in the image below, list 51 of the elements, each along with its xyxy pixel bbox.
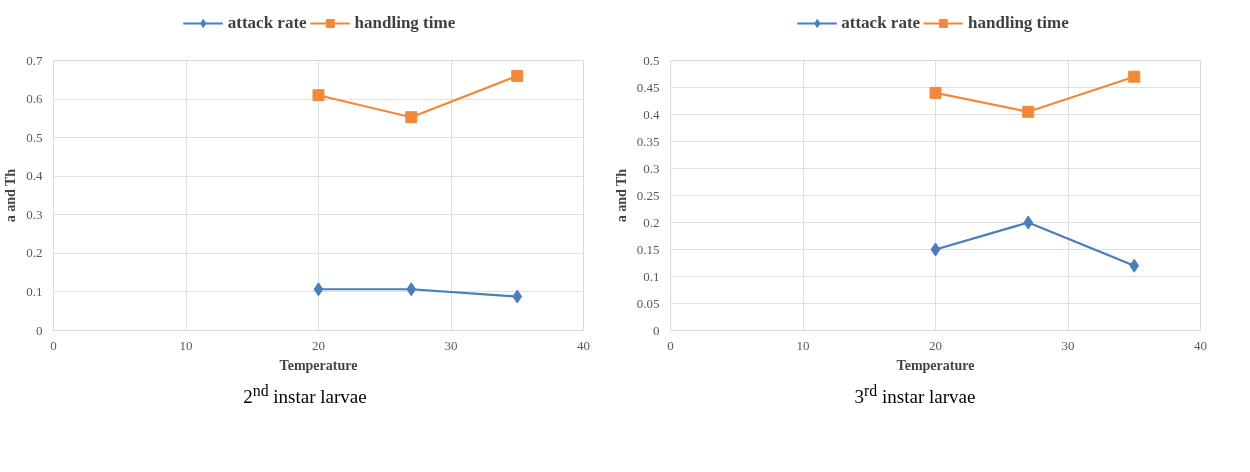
y-tick-label: 0.3 — [643, 160, 660, 176]
y-tick-label: 0.15 — [636, 241, 660, 257]
y-tick-label: 0.6 — [26, 91, 43, 107]
point — [929, 86, 942, 99]
y-tick-label: 0.35 — [636, 133, 660, 149]
y-tick-label: 0.4 — [643, 106, 660, 122]
x-tick-label: 10 — [796, 337, 810, 353]
point — [405, 111, 418, 124]
y-tick-label: 0.7 — [26, 52, 43, 68]
text: 2$^{nd}$ instar larvae — [243, 381, 367, 410]
x-tick-label: 20 — [312, 337, 325, 353]
y-tick-label: 0 — [653, 322, 660, 338]
point — [406, 282, 417, 297]
x-tick-label: 10 — [179, 337, 193, 353]
legend-label: attack rate — [227, 12, 307, 33]
point — [511, 69, 524, 82]
x-tick-label: 30 — [1061, 337, 1075, 353]
y-tick-label: 0.1 — [643, 268, 660, 284]
point — [512, 289, 523, 304]
text: 3$^{rd}$ instar larvae — [854, 381, 976, 410]
y-tick-label: 0 — [36, 322, 43, 338]
y-tick-label: 0.3 — [26, 206, 43, 222]
x-tick-label: 0 — [667, 337, 674, 353]
y-tick-label: 0.45 — [636, 79, 660, 95]
y-tick-label: 0.1 — [26, 283, 43, 299]
y-axis-title: a and Th — [3, 168, 19, 223]
point — [1023, 215, 1034, 230]
point — [1129, 258, 1140, 273]
x-tick-label: 20 — [929, 337, 942, 353]
x-tick-label: 40 — [577, 337, 590, 353]
point — [313, 282, 324, 297]
y-tick-label: 0.05 — [636, 295, 660, 311]
x-axis-title: Temperature — [896, 357, 975, 373]
point — [1128, 70, 1141, 83]
x-tick-label: 40 — [1194, 337, 1207, 353]
y-tick-label: 0.25 — [636, 187, 660, 203]
y-tick-label: 0.4 — [26, 168, 43, 184]
y-tick-label: 0.2 — [643, 214, 660, 230]
legend-label: handling time — [354, 12, 456, 33]
legend-label: attack rate — [841, 12, 921, 33]
x-tick-label: 30 — [444, 337, 458, 353]
y-tick-label: 0.2 — [26, 245, 43, 261]
y-tick-label: 0.5 — [643, 52, 660, 68]
y-axis-title: a and Th — [613, 168, 629, 223]
legend-label: handling time — [968, 12, 1069, 33]
x-axis-title: Temperature — [279, 357, 358, 373]
point — [930, 242, 941, 257]
y-tick-label: 0.5 — [26, 129, 43, 145]
point — [1022, 105, 1035, 118]
x-tick-label: 0 — [50, 337, 57, 353]
point — [312, 89, 325, 102]
